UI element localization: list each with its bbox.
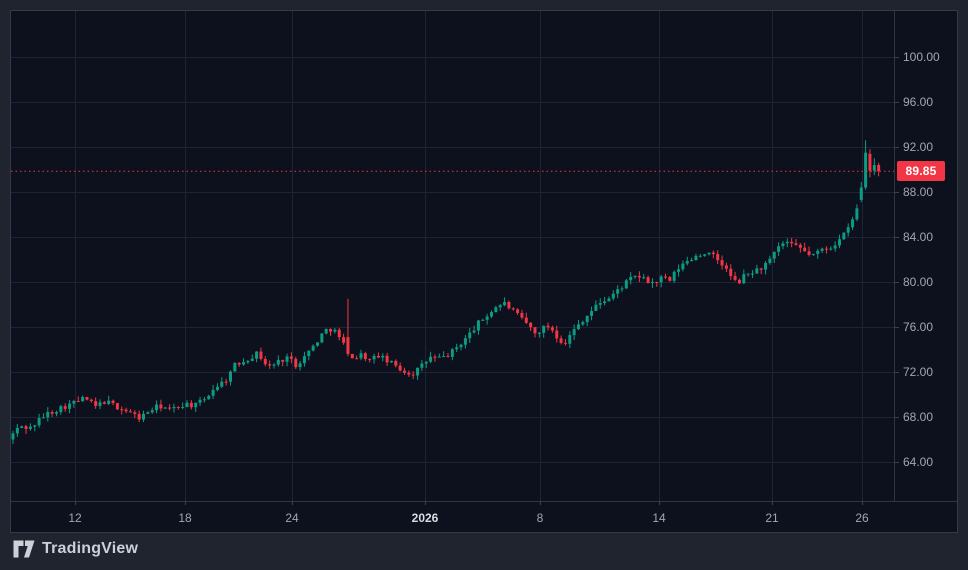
axis-lines: [11, 11, 957, 505]
time-axis-label: 24: [285, 511, 299, 525]
price-axis-label: 100.00: [903, 50, 940, 64]
tradingview-logo-icon: [13, 540, 35, 558]
price-axis-label: 76.00: [903, 320, 933, 334]
candlestick-series: [11, 140, 881, 445]
price-axis-label: 72.00: [903, 365, 933, 379]
time-axis[interactable]: 12 18 24 2026 8 14 21 26: [68, 511, 869, 525]
price-axis-label: 88.00: [903, 185, 933, 199]
price-axis-label: 92.00: [903, 140, 933, 154]
chart-widget: 100.00 96.00 92.00 88.00 84.00 80.00 76.00 72.0…: [11, 11, 957, 532]
price-axis-label: 64.00: [903, 455, 933, 469]
chart-svg[interactable]: 100.00 96.00 92.00 88.00 84.00 80.00 76.00 72.0…: [11, 11, 957, 532]
time-axis-label: 12: [68, 511, 82, 525]
tradingview-logo[interactable]: TradingView: [13, 540, 138, 558]
time-axis-label: 2026: [412, 511, 439, 525]
price-axis[interactable]: 100.00 96.00 92.00 88.00 84.00 80.00 76.00 72.0…: [903, 50, 940, 469]
price-axis-label: 84.00: [903, 230, 933, 244]
last-price-badge: 89.85: [897, 161, 945, 181]
gridlines: [11, 11, 894, 501]
tradingview-logo-text: TradingView: [42, 540, 139, 557]
time-axis-label: 18: [178, 511, 192, 525]
price-axis-label: 80.00: [903, 275, 933, 289]
time-axis-label: 26: [855, 511, 869, 525]
time-axis-label: 14: [652, 511, 666, 525]
price-axis-label: 96.00: [903, 95, 933, 109]
price-axis-label: 68.00: [903, 410, 933, 424]
time-axis-label: 21: [765, 511, 779, 525]
time-axis-label: 8: [537, 511, 544, 525]
